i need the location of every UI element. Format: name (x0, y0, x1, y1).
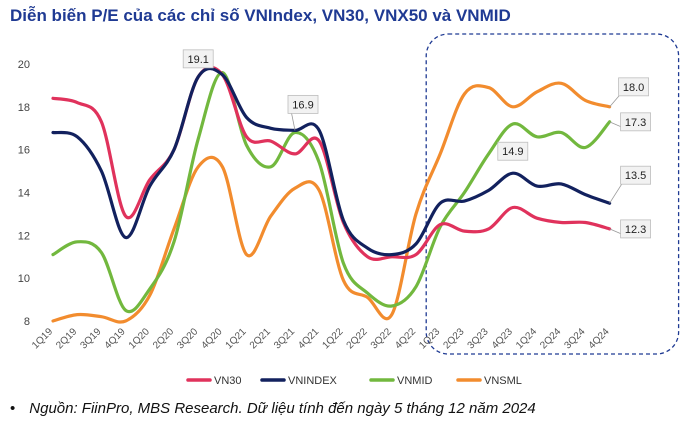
x-tick-label: 1Q22 (320, 326, 345, 351)
annotation-box (497, 141, 529, 161)
x-tick-label: 1Q23 (417, 326, 442, 351)
x-tick-label: 2Q21 (248, 326, 273, 351)
x-tick-label: 2Q20 (151, 326, 176, 351)
y-tick-label: 10 (18, 273, 30, 285)
legend-label-vnmid: VNMID (397, 375, 433, 387)
y-tick-label: 20 (18, 59, 30, 71)
x-tick-label: 1Q24 (514, 326, 539, 351)
annotation-label: 19.1 (187, 54, 208, 66)
series-line-vnindex (51, 66, 612, 257)
x-tick-label: 2Q24 (538, 326, 563, 351)
x-tick-label: 3Q21 (272, 326, 297, 351)
annotation-label: 12.3 (625, 224, 646, 236)
x-tick-label: 3Q24 (562, 326, 587, 351)
source-note: • Nguồn: FiinPro, MBS Research. Dữ liệu t… (10, 400, 536, 417)
annotation-label: 17.3 (625, 117, 646, 129)
x-tick-label: 4Q24 (587, 326, 612, 351)
x-tick-label: 2Q19 (54, 326, 79, 351)
annotation-label: 13.5 (625, 170, 646, 182)
legend-label-vn30: VN30 (214, 375, 242, 387)
series-line-vnsml (51, 81, 612, 324)
y-tick-label: 8 (24, 316, 30, 328)
x-tick-label: 3Q23 (466, 326, 491, 351)
x-tick-label: 1Q20 (127, 326, 152, 351)
x-tick-label: 3Q20 (175, 326, 200, 351)
x-tick-label: 4Q23 (490, 326, 515, 351)
y-tick-label: 16 (18, 145, 30, 157)
source-bullet: • (10, 400, 16, 417)
annotation-box (618, 77, 649, 97)
highlight-box (425, 33, 680, 355)
annotation-box (182, 49, 214, 69)
x-tick-label: 2Q23 (441, 326, 466, 351)
y-tick-label: 12 (18, 230, 30, 242)
x-tick-label: 4Q20 (199, 326, 224, 351)
annotation-label: 16.9 (292, 99, 313, 111)
x-tick-label: 4Q21 (296, 326, 321, 351)
annotation-label: 18.0 (623, 82, 644, 94)
series-line-vn30 (51, 65, 612, 261)
x-tick-label: 4Q19 (103, 326, 128, 351)
x-tick-label: 2Q22 (345, 326, 370, 351)
annotation-box (620, 165, 651, 185)
series-line-vnmid (51, 71, 612, 314)
annotation-box (620, 219, 651, 239)
annotation-label: 14.9 (502, 146, 523, 158)
legend-label-vnindex: VNINDEX (288, 375, 338, 387)
y-tick-label: 14 (18, 188, 30, 200)
x-tick-label: 3Q22 (369, 326, 394, 351)
x-tick-label: 1Q19 (30, 326, 55, 351)
x-tick-label: 1Q21 (224, 326, 249, 351)
annotation-leader (609, 180, 624, 204)
x-tick-label: 4Q22 (393, 326, 418, 351)
x-tick-label: 3Q19 (78, 326, 103, 351)
chart-title: Diễn biến P/E của các chỉ số VNIndex, VN… (10, 6, 511, 25)
annotation-box (287, 94, 319, 114)
y-tick-label: 18 (18, 102, 30, 114)
source-text: Nguồn: FiinPro, MBS Research. Dữ liệu tí… (29, 400, 536, 417)
legend-label-vnsml: VNSML (484, 375, 522, 387)
annotation-box (620, 112, 651, 132)
